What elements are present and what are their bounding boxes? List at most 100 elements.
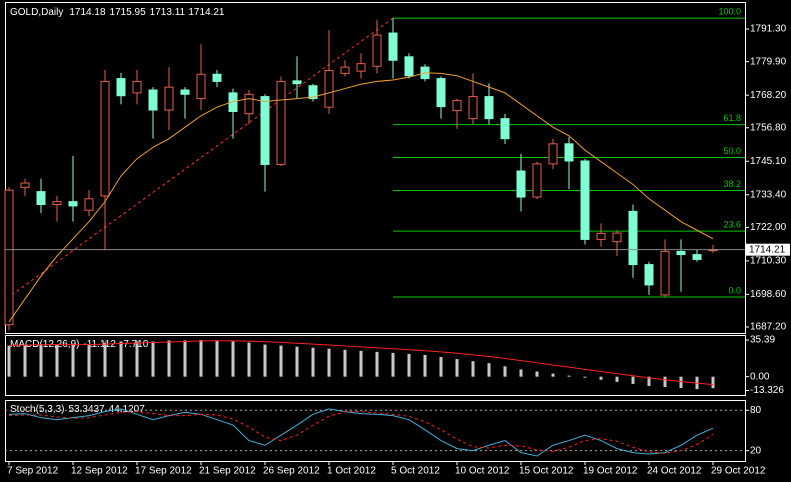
macd-bar: [615, 376, 619, 382]
macd-bar: [359, 350, 363, 377]
macd-signal-line: [8, 340, 714, 386]
header-open: 1714.18: [69, 7, 106, 18]
fib-label: 38.2: [723, 179, 741, 189]
macd-bar: [55, 344, 59, 377]
candle-body: [452, 100, 462, 112]
macd-bar: [471, 361, 475, 377]
macd-panel-frame: [5, 335, 746, 396]
macd-bar: [391, 352, 395, 377]
y-tick-label: 1756.80: [750, 122, 787, 133]
x-tick-label: 10 Oct 2012: [455, 466, 510, 477]
candle-body: [212, 73, 222, 82]
candle-body: [132, 80, 142, 94]
symbol-title: GOLD,Daily: [10, 7, 63, 18]
candle-body: [564, 143, 574, 162]
candle-body: [388, 32, 398, 61]
y-tick-label: 80: [750, 405, 762, 416]
fib-label: 23.6: [723, 219, 741, 229]
macd-bar: [663, 376, 667, 388]
stoch-main-last: 53.3437: [68, 404, 105, 415]
fib-label: 100.0: [718, 7, 741, 17]
y-tick-label: 1733.40: [750, 189, 787, 200]
macd-bar: [135, 341, 139, 377]
candle-body: [628, 210, 638, 266]
macd-bar: [151, 341, 155, 377]
candle-body: [532, 163, 542, 198]
x-tick-label: 17 Sep 2012: [135, 466, 192, 477]
candle-body: [196, 73, 206, 100]
candle-body: [68, 201, 78, 207]
x-tick-label: 12 Sep 2012: [71, 466, 128, 477]
candle-body: [4, 189, 14, 326]
candle-body: [596, 232, 606, 240]
macd-bar: [423, 354, 427, 377]
candle-body: [500, 118, 510, 140]
fib-label: 0.0: [728, 285, 741, 295]
macd-bar: [631, 376, 635, 384]
macd-bar: [679, 376, 683, 389]
candle-body: [356, 63, 366, 72]
x-tick-label: 24 Oct 2012: [647, 466, 702, 477]
stoch-signal-last: 44.1207: [109, 404, 146, 415]
macd-bar: [487, 363, 491, 377]
macd-bar: [599, 376, 603, 380]
moving-average: [8, 72, 714, 323]
y-tick-label: 1791.30: [750, 24, 787, 35]
macd-bar: [263, 344, 267, 377]
x-tick-label: 1 Oct 2012: [327, 466, 376, 477]
candle-body: [516, 170, 526, 198]
price-panel-frame: [5, 2, 746, 334]
candle-body: [436, 78, 446, 108]
stoch-header: Stoch(5,3,3) 53.3437 44.1207: [10, 404, 145, 415]
x-tick-label: 26 Sep 2012: [263, 466, 320, 477]
candle-body: [308, 85, 318, 100]
macd-bar: [519, 369, 523, 377]
macd-bar: [503, 366, 507, 377]
macd-bar: [39, 344, 43, 377]
macd-bar: [119, 341, 123, 377]
candle-body: [276, 80, 286, 165]
candle-body: [116, 78, 126, 97]
macd-bar: [87, 344, 91, 377]
y-tick-label: 1687.20: [750, 322, 787, 333]
candle-body: [676, 250, 686, 256]
macd-bar: [343, 349, 347, 377]
macd-bar: [455, 359, 459, 377]
x-tick-label: 19 Oct 2012: [583, 466, 638, 477]
stoch-title: Stoch(5,3,3): [10, 404, 64, 415]
y-tick-label: 1768.20: [750, 90, 787, 101]
y-tick-label: -13.326: [750, 385, 784, 396]
x-tick-label: 7 Sep 2012: [7, 466, 59, 477]
macd-bar: [311, 347, 315, 377]
candle-body: [260, 96, 270, 165]
candle-body: [548, 143, 558, 165]
x-tick-label: 21 Sep 2012: [199, 466, 256, 477]
macd-bar: [199, 340, 203, 377]
y-tick-label: 1722.00: [750, 222, 787, 233]
candle-body: [580, 160, 590, 240]
candle-body: [228, 92, 238, 112]
y-tick-label: 1779.90: [750, 56, 787, 67]
macd-bar: [375, 351, 379, 377]
fib-label: 61.8: [723, 113, 741, 123]
y-tick-label: 1710.30: [750, 256, 787, 267]
stoch-main-line: [8, 408, 714, 457]
macd-bar: [215, 340, 219, 377]
candle-body: [244, 93, 254, 115]
candle-body: [324, 70, 334, 108]
fib-label: 50.0: [723, 146, 741, 156]
candle-body: [84, 198, 94, 211]
macd-bar: [231, 341, 235, 377]
price-header: GOLD,Daily 1714.18 1715.95 1713.11 1714.21: [10, 7, 225, 18]
candle-body: [692, 254, 702, 260]
x-tick-label: 15 Oct 2012: [519, 466, 574, 477]
macd-bar: [7, 345, 11, 377]
macd-bar: [535, 371, 539, 377]
macd-bar: [23, 344, 27, 377]
macd-bar: [183, 340, 187, 377]
header-high: 1715.95: [110, 7, 147, 18]
candle-body: [372, 34, 382, 67]
y-tick-label: 35.39: [750, 335, 775, 346]
